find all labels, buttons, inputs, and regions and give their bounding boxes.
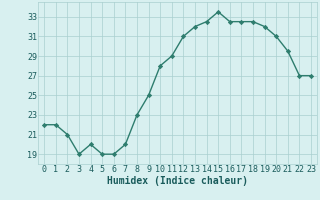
X-axis label: Humidex (Indice chaleur): Humidex (Indice chaleur) (107, 176, 248, 186)
